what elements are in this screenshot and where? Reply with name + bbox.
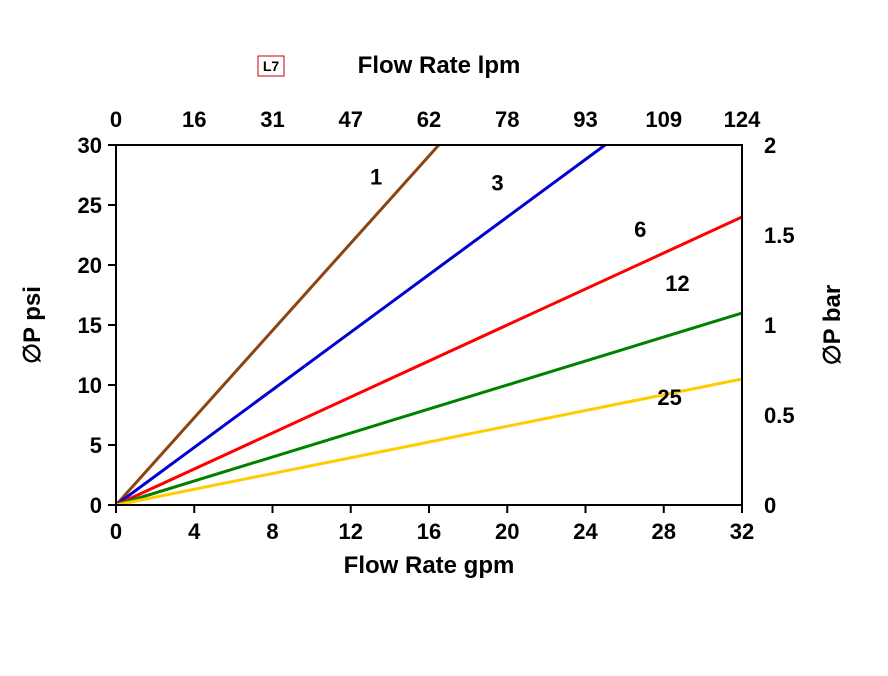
- x-top-tick-label: 109: [645, 107, 682, 132]
- x-tick-label: 8: [266, 519, 278, 544]
- x-tick-label: 20: [495, 519, 519, 544]
- y-right-title: ∅P bar: [819, 285, 846, 366]
- y-tick-label: 15: [78, 313, 102, 338]
- x-top-tick-label: 16: [182, 107, 206, 132]
- x-top-title: Flow Rate lpm: [358, 52, 521, 79]
- y-tick-label: 5: [90, 433, 102, 458]
- series-label-3: 3: [491, 170, 503, 195]
- y-right-tick-label: 2: [764, 133, 776, 158]
- x-top-tick-label: 31: [260, 107, 284, 132]
- x-top-tick-label: 62: [417, 107, 441, 132]
- x-top-tick-label: 47: [339, 107, 363, 132]
- y-right-tick-label: 0: [764, 493, 776, 518]
- y-right-tick-label: 1: [764, 313, 776, 338]
- x-tick-label: 16: [417, 519, 441, 544]
- x-top-tick-label: 0: [110, 107, 122, 132]
- series-label-1: 1: [370, 164, 382, 189]
- y-tick-label: 30: [78, 133, 102, 158]
- y-tick-label: 0: [90, 493, 102, 518]
- series-label-25: 25: [657, 385, 681, 410]
- series-label-12: 12: [665, 271, 689, 296]
- y-right-tick-label: 1.5: [764, 223, 795, 248]
- y-tick-label: 10: [78, 373, 102, 398]
- x-bottom-title: Flow Rate gpm: [344, 552, 515, 579]
- x-tick-label: 24: [573, 519, 598, 544]
- x-tick-label: 12: [339, 519, 363, 544]
- x-tick-label: 32: [730, 519, 754, 544]
- x-top-tick-label: 78: [495, 107, 519, 132]
- y-right-tick-label: 0.5: [764, 403, 795, 428]
- x-tick-label: 28: [652, 519, 676, 544]
- x-tick-label: 0: [110, 519, 122, 544]
- x-top-tick-label: 124: [724, 107, 761, 132]
- pressure-flow-chart: 1361225048121620242832Flow Rate gpm01631…: [0, 0, 888, 676]
- x-top-tick-label: 93: [573, 107, 597, 132]
- series-label-6: 6: [634, 217, 646, 242]
- y-left-title: ∅P psi: [19, 286, 46, 364]
- x-tick-label: 4: [188, 519, 201, 544]
- tag-label: L7: [263, 58, 280, 74]
- y-tick-label: 25: [78, 193, 102, 218]
- y-tick-label: 20: [78, 253, 102, 278]
